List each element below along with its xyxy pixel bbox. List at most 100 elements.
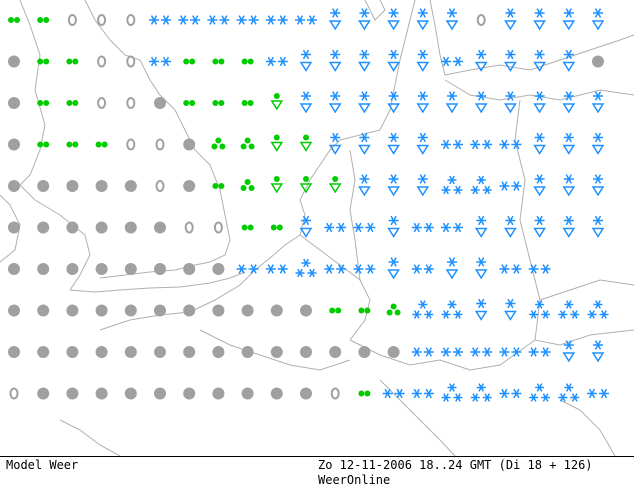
dense-cloud-symbol xyxy=(387,346,400,358)
coastline-britain-west xyxy=(19,0,91,291)
snow-showers-symbol xyxy=(387,174,400,197)
model-label: Model Weer xyxy=(6,458,79,472)
light-cloud-symbol xyxy=(213,221,223,234)
coastline-denmark-east xyxy=(429,0,634,76)
dense-cloud-symbol xyxy=(8,180,20,192)
dense-cloud-symbol xyxy=(95,387,108,400)
dense-cloud-symbol xyxy=(124,180,137,192)
snow-showers-symbol xyxy=(416,174,430,197)
snow-heavy-symbol xyxy=(558,383,580,402)
snow-heavy-symbol xyxy=(295,258,317,278)
snow-showers-symbol xyxy=(328,8,342,31)
dense-cloud-symbol xyxy=(66,180,79,192)
dense-cloud-symbol xyxy=(124,221,137,234)
dense-cloud-symbol xyxy=(8,138,20,151)
snow-symbol xyxy=(411,347,434,357)
snow-symbol xyxy=(441,347,463,357)
dense-cloud-symbol xyxy=(154,221,166,234)
light-cloud-symbol xyxy=(126,97,136,109)
snow-showers-symbol xyxy=(445,8,459,31)
snow-showers-symbol xyxy=(533,8,546,31)
dense-cloud-symbol xyxy=(66,387,79,400)
dense-cloud-symbol xyxy=(300,346,312,358)
snow-showers-symbol xyxy=(474,49,488,72)
snow-showers-symbol xyxy=(533,132,546,155)
snow-symbol xyxy=(499,388,522,399)
coastline-ireland xyxy=(0,194,21,263)
rain-showers-symbol xyxy=(299,134,313,152)
snow-symbol xyxy=(528,264,551,274)
snow-symbol xyxy=(178,15,201,25)
dense-cloud-symbol xyxy=(154,346,166,358)
snow-heavy-symbol xyxy=(412,300,434,319)
border-germany-west xyxy=(349,149,361,281)
snow-heavy-symbol xyxy=(441,175,463,195)
coastline-denmark xyxy=(379,0,416,131)
snow-showers-symbol xyxy=(562,49,576,72)
rain-light-symbol xyxy=(66,100,79,106)
coastlines xyxy=(0,0,634,456)
coastline-scandinavia xyxy=(364,0,386,21)
snow-showers-symbol xyxy=(474,215,488,238)
snow-showers-symbol xyxy=(387,49,400,72)
light-cloud-symbol xyxy=(476,14,486,26)
light-cloud-symbol xyxy=(330,387,340,400)
dense-cloud-symbol xyxy=(37,180,50,192)
coastline-netherlands xyxy=(299,129,381,236)
snow-symbol xyxy=(149,15,171,25)
snow-symbol xyxy=(499,347,522,357)
snow-showers-symbol xyxy=(591,132,605,155)
dense-cloud-symbol xyxy=(212,387,225,400)
dense-cloud-symbol xyxy=(8,221,20,234)
snow-showers-symbol xyxy=(416,91,430,114)
dense-cloud-symbol xyxy=(183,346,196,358)
rain-showers-symbol xyxy=(270,176,284,194)
light-cloud-symbol xyxy=(184,221,194,234)
snow-showers-symbol xyxy=(474,91,488,114)
snow-symbol xyxy=(441,222,463,233)
snow-symbol xyxy=(207,15,230,25)
dense-cloud-symbol xyxy=(183,304,196,317)
snow-showers-symbol xyxy=(387,91,400,114)
border-france-east xyxy=(199,329,351,371)
snow-showers-symbol xyxy=(591,215,605,238)
snow-heavy-symbol xyxy=(470,175,492,195)
snow-heavy-symbol xyxy=(441,300,463,319)
snow-showers-symbol xyxy=(504,91,517,114)
light-cloud-symbol xyxy=(126,55,136,68)
snow-showers-symbol xyxy=(562,215,576,238)
snow-showers-symbol xyxy=(533,91,546,114)
rain-showers-symbol xyxy=(270,93,284,111)
border-south xyxy=(379,379,456,456)
snow-showers-symbol xyxy=(504,8,517,31)
dense-cloud-symbol xyxy=(37,263,50,275)
snow-showers-symbol xyxy=(358,174,371,197)
snow-symbol xyxy=(499,264,522,274)
border-alps xyxy=(349,329,634,371)
dense-cloud-symbol xyxy=(154,304,166,317)
rain-light-symbol xyxy=(329,307,342,314)
coastline-england-south xyxy=(69,271,246,293)
light-cloud-symbol xyxy=(155,138,165,151)
dense-cloud-symbol xyxy=(95,263,108,275)
dense-cloud-symbol xyxy=(95,221,108,234)
light-cloud-symbol xyxy=(97,55,107,68)
rain-light-symbol xyxy=(241,100,254,106)
snow-showers-symbol xyxy=(358,132,371,155)
weather-map xyxy=(0,0,634,457)
snow-showers-symbol xyxy=(504,49,517,72)
snow-heavy-symbol xyxy=(529,300,551,319)
snow-showers-symbol xyxy=(299,215,313,238)
rain-light-symbol xyxy=(66,141,79,148)
snow-symbol xyxy=(382,388,405,399)
dense-cloud-symbol xyxy=(300,387,312,400)
snow-showers-symbol xyxy=(533,49,546,72)
dense-cloud-symbol xyxy=(154,97,166,109)
snow-showers-symbol xyxy=(387,215,400,238)
dense-cloud-symbol xyxy=(66,304,79,317)
snow-showers-symbol xyxy=(591,91,605,114)
snow-showers-symbol xyxy=(416,132,430,155)
snow-showers-symbol xyxy=(387,8,400,31)
dense-cloud-symbol xyxy=(37,387,50,400)
dense-cloud-symbol xyxy=(270,387,283,400)
